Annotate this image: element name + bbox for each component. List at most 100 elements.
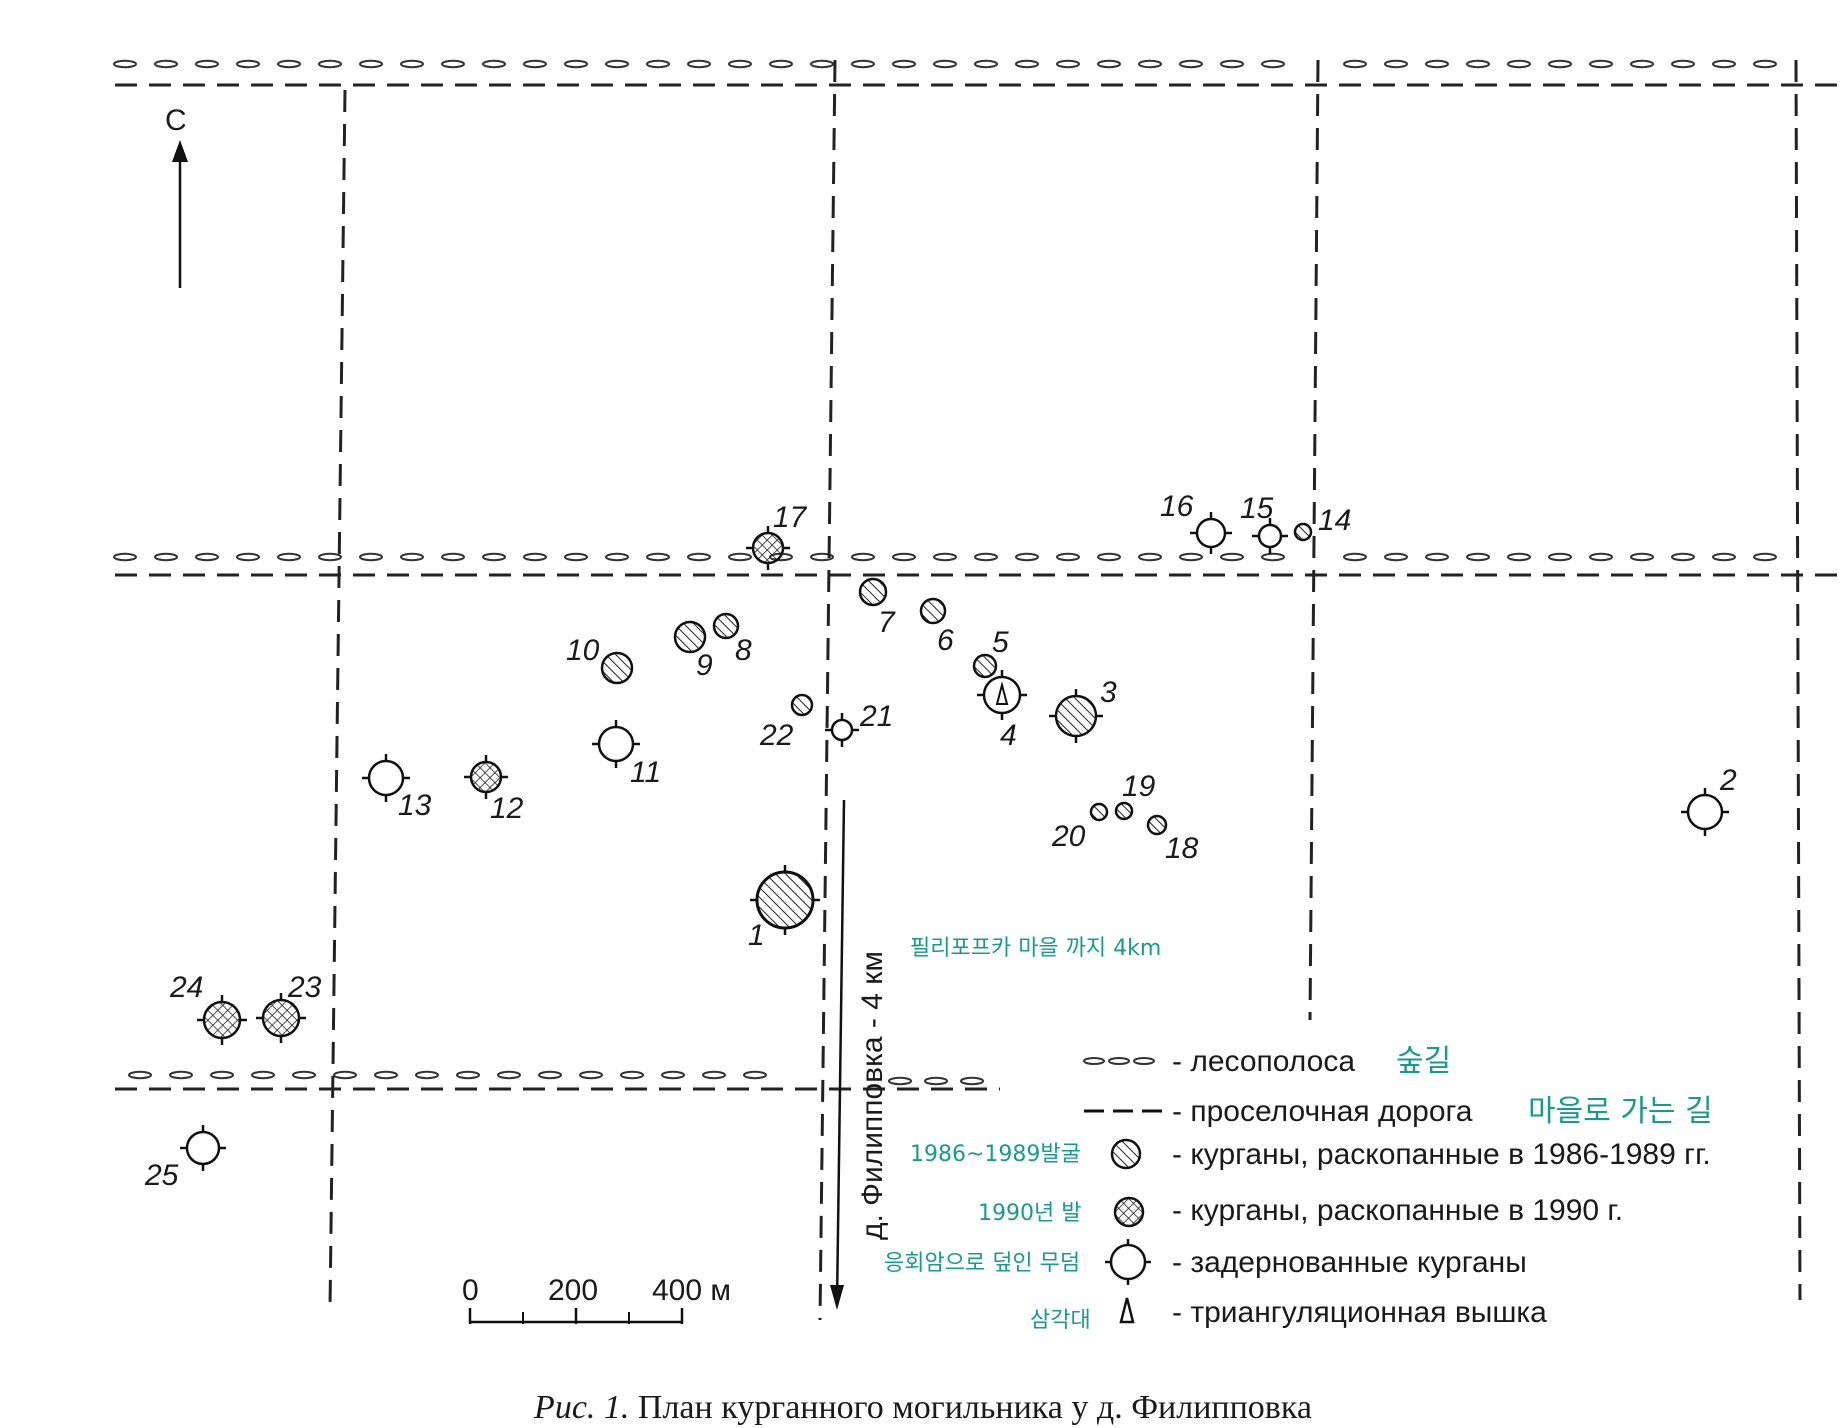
kurgan-number-label: 15 bbox=[1240, 492, 1274, 525]
road-distance-label: д. Филипповка - 4 км bbox=[856, 951, 889, 1240]
forest-tree-mark bbox=[1466, 552, 1490, 562]
kurgan-8: 8 bbox=[712, 612, 752, 667]
kurgan-number-label: 8 bbox=[735, 634, 752, 667]
forest-tree-mark bbox=[210, 1070, 234, 1080]
kurgan-number-label: 14 bbox=[1318, 504, 1351, 537]
kurgan-number-label: 6 bbox=[937, 624, 954, 657]
forest-tree-mark bbox=[195, 552, 219, 562]
kurgan-15: 15 bbox=[1240, 492, 1288, 554]
kurgan-mound-icon bbox=[755, 870, 815, 930]
forest-tree-mark bbox=[359, 552, 383, 562]
forest-tree-mark bbox=[1015, 59, 1039, 69]
road-vertical-3 bbox=[1308, 59, 1320, 1021]
forest-tree-mark bbox=[497, 1070, 521, 1080]
forest-tree-mark bbox=[113, 552, 137, 562]
forest-tree-mark bbox=[154, 59, 178, 69]
legend-tower-symbol bbox=[1119, 1297, 1135, 1324]
kurgan-mound-icon bbox=[600, 651, 634, 685]
forest-tree-mark bbox=[888, 1076, 912, 1086]
forest-tree-mark bbox=[400, 59, 424, 69]
forest-tree-mark bbox=[1384, 59, 1408, 69]
kurgan-mound-icon bbox=[1686, 793, 1724, 831]
kurgan-mound-icon bbox=[1146, 814, 1168, 836]
kurgan-number-label: 20 bbox=[1051, 820, 1086, 853]
forest-tree-mark bbox=[456, 1070, 480, 1080]
forest-tree-mark bbox=[523, 59, 547, 69]
kurgan-mound-icon bbox=[790, 693, 814, 717]
forest-tree-mark bbox=[892, 59, 916, 69]
forest-strips bbox=[113, 59, 1777, 1086]
scale-tick-400: 400 м bbox=[652, 1274, 731, 1307]
road-vertical-2 bbox=[818, 59, 837, 1321]
kurgan-21: 21 bbox=[825, 700, 893, 747]
forest-tree-mark bbox=[1343, 552, 1367, 562]
forest-tree-mark bbox=[687, 59, 711, 69]
forest-tree-mark bbox=[810, 59, 834, 69]
forest-tree-mark bbox=[728, 59, 752, 69]
kurgan-number-label: 7 bbox=[878, 606, 896, 639]
forest-tree-mark bbox=[1425, 59, 1449, 69]
forest-tree-mark bbox=[1589, 552, 1613, 562]
caption-text: План курганного могильника у д. Филиппов… bbox=[629, 1389, 1312, 1426]
forest-tree-mark bbox=[236, 552, 260, 562]
legend-road-korean: 마을로 가는 길 bbox=[1528, 1094, 1713, 1129]
forest-tree-mark bbox=[1056, 59, 1080, 69]
forest-tree-mark bbox=[1753, 59, 1777, 69]
legend-turfed-korean: 응회암으로 덮인 무덤 bbox=[884, 1251, 1080, 1276]
forest-tree-mark bbox=[1548, 552, 1572, 562]
legend-forest-korean: 숲길 bbox=[1396, 1044, 1451, 1079]
kurgan-number-label: 11 bbox=[630, 756, 661, 789]
kurgan-mound-icon bbox=[830, 718, 854, 742]
kurgan-number-label: 25 bbox=[144, 1159, 179, 1192]
legend-crosshatched-symbol bbox=[1113, 1196, 1145, 1228]
forest-tree-mark bbox=[1425, 552, 1449, 562]
forest-tree-mark bbox=[1753, 552, 1777, 562]
forest-tree-mark bbox=[974, 59, 998, 69]
forest-tree-mark bbox=[728, 552, 752, 562]
forest-tree-mark bbox=[769, 59, 793, 69]
kurgan-number-label: 13 bbox=[398, 789, 432, 822]
kurgan-mound-icon bbox=[858, 577, 888, 607]
kurgan-mound-icon bbox=[597, 725, 635, 763]
forest-tree-mark bbox=[128, 1070, 152, 1080]
forest-tree-mark bbox=[1138, 552, 1162, 562]
kurgan-number-label: 16 bbox=[1160, 490, 1194, 523]
kurgan-number-label: 4 bbox=[1000, 719, 1017, 752]
caption-prefix: Рис. 1. bbox=[533, 1389, 629, 1426]
forest-strip bbox=[128, 1070, 767, 1080]
legend-tower-label: - триангуляционная вышка bbox=[1172, 1296, 1547, 1329]
kurgan-mound-icon bbox=[673, 620, 707, 654]
kurgan-1: 1 bbox=[748, 865, 820, 952]
forest-tree-mark bbox=[374, 1070, 398, 1080]
forest-tree-mark bbox=[960, 1076, 984, 1086]
kurgan-mound-icon bbox=[1089, 802, 1109, 822]
forest-tree-mark bbox=[154, 552, 178, 562]
kurgan-number-label: 10 bbox=[566, 634, 600, 667]
forest-tree-mark bbox=[359, 59, 383, 69]
north-label: С bbox=[165, 104, 187, 137]
forest-tree-mark bbox=[1097, 552, 1121, 562]
forest-tree-mark bbox=[564, 59, 588, 69]
kurgan-number-label: 2 bbox=[1719, 764, 1737, 797]
kurgan-mound-icon bbox=[1054, 694, 1098, 738]
forest-tree-mark bbox=[415, 1070, 439, 1080]
legend-turfed-symbol bbox=[1105, 1239, 1151, 1285]
kurgan-number-label: 1 bbox=[748, 919, 765, 952]
forest-tree-mark bbox=[1220, 552, 1244, 562]
forest-tree-mark bbox=[277, 552, 301, 562]
kurgan-number-label: 3 bbox=[1100, 676, 1117, 709]
north-arrow: С bbox=[165, 104, 188, 288]
forest-tree-mark bbox=[702, 1070, 726, 1080]
scale-tick-200: 200 bbox=[548, 1274, 598, 1307]
forest-tree-mark bbox=[924, 1076, 948, 1086]
forest-tree-mark bbox=[687, 552, 711, 562]
forest-tree-mark bbox=[1507, 552, 1531, 562]
kurgan-number-label: 17 bbox=[773, 501, 808, 534]
forest-tree-mark bbox=[1179, 59, 1203, 69]
kurgan-17: 17 bbox=[746, 501, 808, 570]
forest-tree-mark bbox=[1466, 59, 1490, 69]
forest-tree-mark bbox=[1015, 552, 1039, 562]
kurgan-number-label: 12 bbox=[490, 792, 524, 825]
legend-hatched-label: - курганы, раскопанные в 1986-1989 гг. bbox=[1172, 1138, 1711, 1171]
forest-tree-mark bbox=[441, 59, 465, 69]
